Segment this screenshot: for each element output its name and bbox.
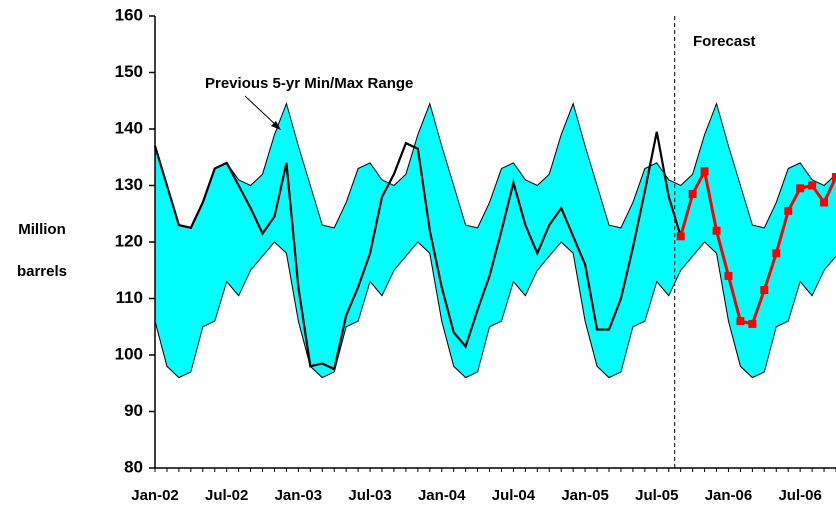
point-marker bbox=[712, 226, 721, 235]
point-marker bbox=[724, 271, 733, 280]
point-marker bbox=[772, 249, 781, 258]
y-tick-label: 100 bbox=[115, 344, 143, 363]
y-tick-label: 140 bbox=[115, 118, 143, 137]
y-tick-label: 130 bbox=[115, 175, 143, 194]
x-tick-label: Jan-04 bbox=[418, 487, 466, 504]
y-tick-label: 150 bbox=[115, 62, 143, 81]
y-tick-label: 80 bbox=[124, 457, 143, 476]
range-fill bbox=[155, 103, 836, 378]
y-axis-label: Million bbox=[18, 221, 66, 238]
annotation: Previous 5-yr Min/Max Range bbox=[205, 75, 413, 92]
arrow-head bbox=[271, 121, 281, 130]
point-marker bbox=[676, 232, 685, 241]
point-marker bbox=[736, 317, 745, 326]
annotation-arrow bbox=[244, 95, 279, 128]
x-tick-label: Jan-02 bbox=[131, 487, 179, 504]
x-tick-label: Jul-04 bbox=[492, 487, 536, 504]
annotation: Forecast bbox=[693, 33, 756, 50]
point-marker bbox=[796, 184, 805, 193]
y-tick-label: 90 bbox=[124, 401, 143, 420]
x-tick-label: Jul-03 bbox=[348, 487, 391, 504]
point-marker bbox=[748, 319, 757, 328]
y-tick-label: 120 bbox=[115, 231, 143, 250]
x-tick-label: Jul-06 bbox=[778, 487, 821, 504]
point-marker bbox=[808, 181, 817, 190]
x-tick-label: Jan-06 bbox=[705, 487, 753, 504]
point-marker bbox=[832, 173, 836, 182]
x-tick-label: Jan-03 bbox=[275, 487, 323, 504]
x-tick-label: Jan-05 bbox=[561, 487, 609, 504]
point-marker bbox=[784, 206, 793, 215]
range-high-line bbox=[154, 101, 836, 229]
point-marker bbox=[700, 167, 709, 176]
point-marker bbox=[820, 198, 829, 207]
y-tick-label: 160 bbox=[115, 5, 143, 24]
y-tick-label: 110 bbox=[116, 288, 143, 307]
y-axis-label: barrels bbox=[17, 263, 67, 280]
point-marker bbox=[760, 286, 769, 295]
series-line bbox=[153, 131, 682, 371]
range-low-line bbox=[154, 241, 836, 379]
x-tick-label: Jul-02 bbox=[205, 487, 248, 504]
point-marker bbox=[688, 189, 697, 198]
x-tick-label: Jul-05 bbox=[635, 487, 678, 504]
